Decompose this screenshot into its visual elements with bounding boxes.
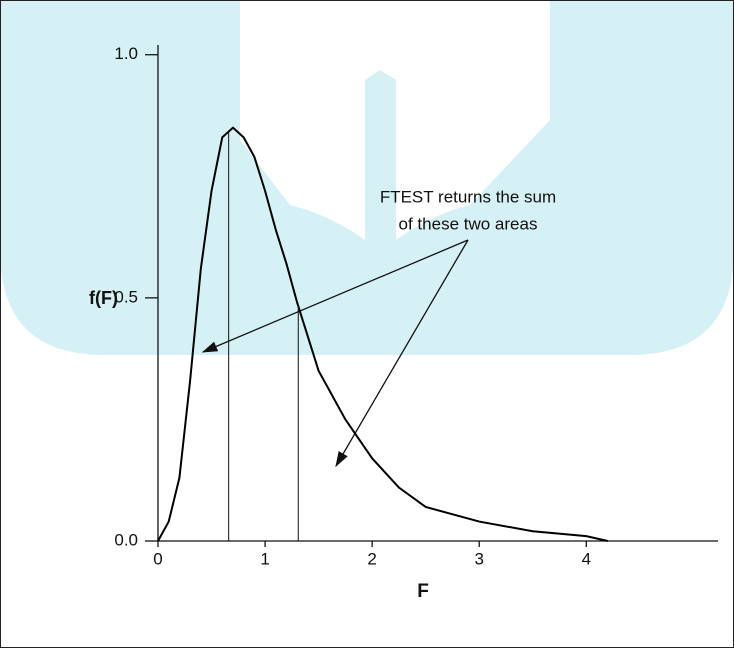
arrow bbox=[201, 239, 469, 353]
density-curve bbox=[157, 126, 608, 542]
watermark-bg bbox=[0, 0, 734, 355]
x-tick-label: 2 bbox=[367, 549, 376, 568]
arrow bbox=[335, 239, 469, 468]
y-tick-label: 1.0 bbox=[114, 44, 138, 63]
y-tick-label: 0.5 bbox=[114, 287, 138, 306]
watermark-book bbox=[240, 0, 550, 240]
x-tick-label: 0 bbox=[153, 549, 162, 568]
y-tick-label: 0.0 bbox=[114, 530, 138, 549]
x-tick-label: 4 bbox=[582, 549, 591, 568]
x-tick-label: 3 bbox=[474, 549, 483, 568]
x-tick-label: 1 bbox=[260, 549, 269, 568]
annotation: of these two areas bbox=[399, 214, 538, 233]
y-axis-label: f(F) bbox=[89, 288, 118, 308]
x-axis-label: F bbox=[417, 581, 429, 602]
annotation: FTEST returns the sum bbox=[380, 187, 556, 206]
